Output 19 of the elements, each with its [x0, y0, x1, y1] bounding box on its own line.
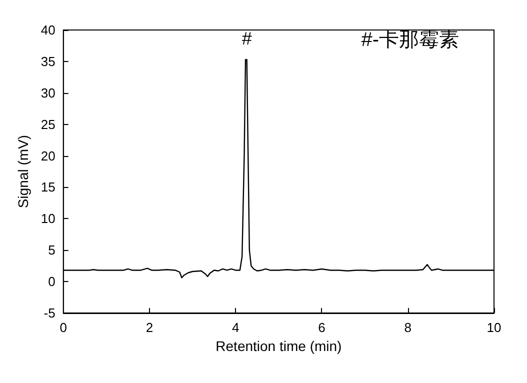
x-tick-label: 0	[60, 320, 67, 335]
x-tick-label: 8	[404, 320, 412, 335]
y-tick-label: 40	[40, 22, 56, 38]
x-axis-title: Retention time (min)	[216, 338, 342, 354]
y-tick-label: -5	[44, 306, 56, 320]
y-tick-label: 10	[40, 211, 56, 226]
y-tick-label: 0	[48, 274, 56, 290]
x-tick-label: 10	[486, 320, 502, 335]
annotation: #	[242, 28, 252, 49]
x-tick-label: 4	[232, 320, 240, 335]
x-tick-label: 6	[318, 320, 326, 335]
y-tick-label: 5	[48, 242, 56, 258]
y-tick-label: 25	[40, 116, 56, 132]
y-tick-label: 30	[40, 85, 56, 100]
y-axis-title: Signal (mV)	[15, 134, 31, 208]
y-tick-label: 35	[40, 54, 56, 69]
y-tick-label: 20	[40, 148, 56, 164]
x-tick-label: 2	[146, 320, 154, 335]
y-tick-label: 15	[40, 180, 56, 195]
